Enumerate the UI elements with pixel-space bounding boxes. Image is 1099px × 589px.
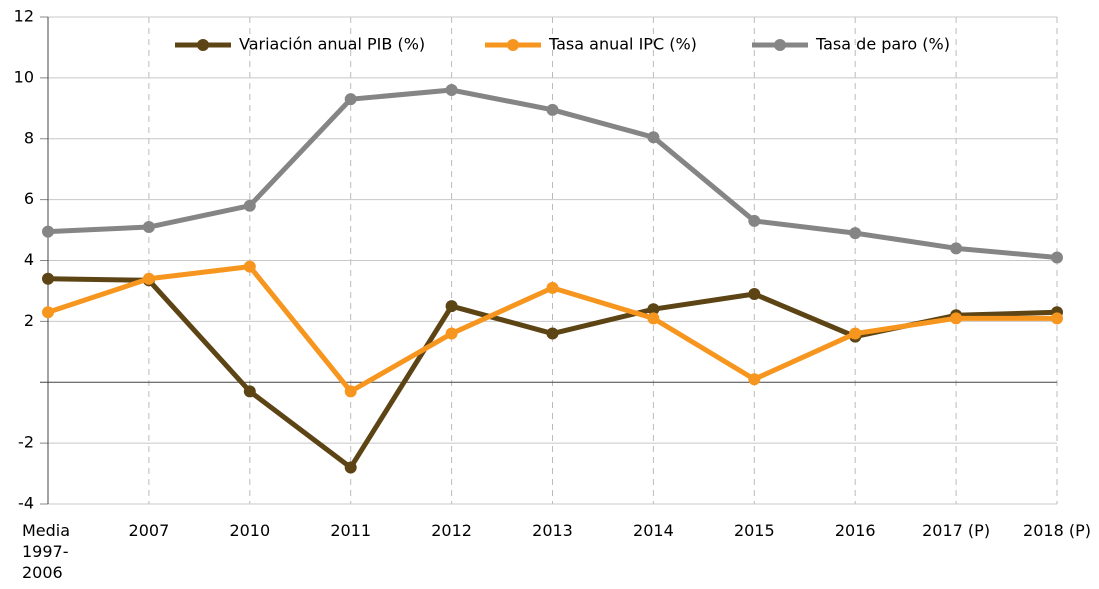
data-point — [42, 272, 54, 285]
y-tick-label: 12 — [14, 7, 34, 26]
legend-marker — [197, 39, 209, 51]
legend-label: Variación anual PIB (%) — [239, 35, 425, 54]
x-tick-label: 2011 — [330, 521, 372, 540]
data-point — [243, 260, 256, 273]
data-point — [142, 221, 155, 234]
y-tick-label: 4 — [24, 250, 34, 269]
data-point — [1051, 251, 1063, 264]
data-point — [243, 385, 256, 398]
x-tick-label: 2012 — [431, 521, 472, 540]
data-point — [748, 373, 761, 386]
data-point — [445, 327, 458, 340]
data-point — [849, 327, 862, 340]
y-tick-label: 10 — [14, 67, 34, 86]
x-tick-label: 2007 — [128, 521, 170, 540]
data-point — [344, 461, 357, 474]
data-point — [344, 385, 357, 398]
data-point — [849, 227, 862, 240]
data-point — [42, 306, 54, 319]
data-point — [647, 303, 660, 316]
y-tick-label: -2 — [18, 433, 34, 452]
data-point — [950, 242, 963, 255]
data-point — [42, 225, 54, 238]
data-point — [445, 84, 458, 97]
x-tick-label: 2013 — [532, 521, 573, 540]
y-tick-label: -4 — [18, 494, 34, 513]
data-point — [1051, 312, 1063, 325]
y-tick-label: 2 — [24, 311, 34, 330]
y-tick-label: 6 — [24, 189, 34, 208]
x-tick-label: 2018 (P) — [1023, 521, 1091, 540]
data-point — [142, 272, 155, 285]
x-tick-label: 2010 — [229, 521, 271, 540]
data-point — [243, 199, 256, 212]
legend-marker — [507, 39, 519, 51]
legend-label: Tasa de paro (%) — [815, 35, 950, 54]
y-tick-label: 8 — [24, 128, 34, 147]
data-point — [546, 327, 559, 340]
x-tick-label: 2015 — [733, 521, 775, 540]
data-point — [647, 312, 660, 325]
data-point — [748, 214, 761, 227]
data-point — [546, 103, 559, 116]
data-point — [445, 300, 458, 313]
data-point — [647, 131, 660, 144]
data-point — [950, 312, 963, 325]
x-tick-label: 2014 — [633, 521, 674, 540]
data-point — [748, 287, 761, 300]
legend-label: Tasa anual IPC (%) — [548, 35, 697, 54]
x-tick-label: 2017 (P) — [922, 521, 991, 540]
data-point — [344, 93, 357, 106]
x-tick-label: 2016 — [834, 521, 876, 540]
legend-marker — [774, 39, 786, 51]
x-tick-label: Media 1997-2006 — [22, 521, 71, 582]
data-point — [546, 281, 559, 294]
